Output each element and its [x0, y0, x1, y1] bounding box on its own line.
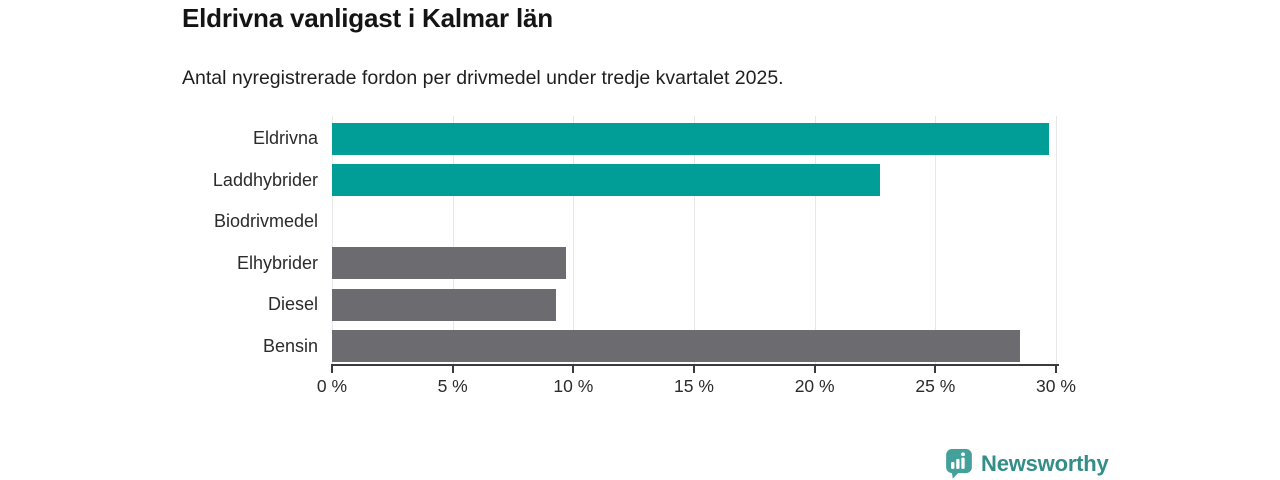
x-ticklabel-20: 20 % [794, 376, 835, 396]
chart-subtitle: Antal nyregistrerade fordon per drivmede… [182, 67, 784, 89]
x-tickmark-15 [693, 366, 695, 373]
bar-elhybrider [332, 247, 567, 279]
x-ticklabel-30: 30 % [1036, 376, 1076, 396]
chart-title: Eldrivna vanligast i Kalmar län [182, 3, 553, 33]
x-ticklabel-15: 15 % [674, 376, 714, 396]
x-ticklabel-0: 0 % [316, 376, 348, 396]
newsworthy-logo-icon [946, 449, 972, 479]
y-label-biodrivmedel: Biodrivmedel [213, 211, 318, 231]
y-label-diesel: Diesel [267, 294, 318, 314]
gridline-30 [1056, 116, 1057, 365]
gridline-10 [573, 116, 575, 365]
bar-bensin [332, 330, 1020, 362]
gridline-25 [935, 116, 937, 365]
x-ticklabel-10: 10 % [553, 376, 594, 396]
newsworthy-logo: Newsworthy [946, 449, 1109, 479]
bar-diesel [332, 288, 557, 321]
gridline-15 [694, 116, 695, 365]
bar-chart-plot-area [332, 116, 1057, 365]
x-tickmark-0 [331, 366, 333, 373]
y-label-laddhybrider: Laddhybrider [212, 169, 318, 190]
y-label-bensin: Bensin [262, 335, 318, 356]
y-label-elhybrider: Elhybrider [236, 252, 318, 273]
x-tickmark-30 [1055, 366, 1057, 373]
gridline-20 [814, 116, 816, 365]
bar-eldrivna [332, 122, 1049, 155]
x-tickmark-25 [934, 366, 937, 373]
x-ticklabel-25: 25 % [915, 376, 956, 396]
bar-laddhybrider [332, 164, 880, 196]
y-label-eldrivna: Eldrivna [252, 128, 318, 148]
x-tickmark-5 [451, 366, 454, 373]
gridline-5 [452, 116, 454, 365]
x-tickmark-20 [813, 366, 816, 373]
gridline-0 [332, 116, 333, 365]
newsworthy-logo-text: Newsworthy [981, 451, 1109, 476]
x-ticklabel-5: 5 % [437, 376, 468, 396]
x-tickmark-10 [572, 366, 575, 373]
x-axis-line [331, 364, 1059, 366]
